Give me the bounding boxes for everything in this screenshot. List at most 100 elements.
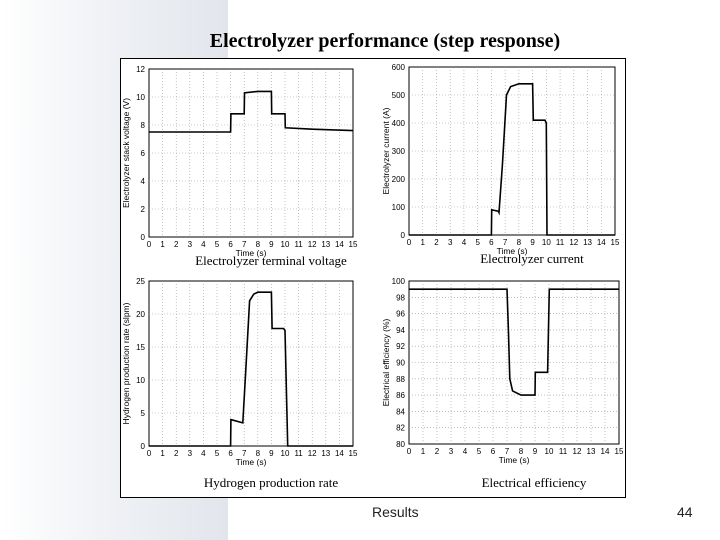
x-tick-label: 8 xyxy=(519,447,524,456)
x-tick-label: 3 xyxy=(188,240,193,249)
x-tick-label: 13 xyxy=(321,240,330,249)
series-line xyxy=(149,291,353,447)
x-tick-label: 6 xyxy=(228,240,233,249)
y-tick-label: 0 xyxy=(401,231,406,240)
x-tick-label: 11 xyxy=(556,238,565,247)
x-tick-label: 7 xyxy=(505,447,510,456)
y-tick-label: 20 xyxy=(136,310,145,319)
x-tick-label: 1 xyxy=(160,449,165,458)
slide-footer: Results xyxy=(372,504,419,520)
series-line xyxy=(149,90,354,133)
y-axis-label: Electrical efficiency (%) xyxy=(381,318,391,406)
y-tick-label: 100 xyxy=(392,203,406,212)
y-tick-label: 88 xyxy=(396,375,405,384)
x-tick-label: 14 xyxy=(335,240,344,249)
chart-2: 0 1 2 3 4 5 6 7 8 9 10 11 12 13 14 15010020030040050060… xyxy=(381,63,620,266)
series-line xyxy=(409,82,615,236)
x-tick-label: 6 xyxy=(228,449,233,458)
x-axis-label: Time (s) xyxy=(236,248,267,258)
y-tick-label: 12 xyxy=(136,65,145,74)
y-tick-label: 600 xyxy=(392,63,406,72)
x-tick-label: 12 xyxy=(308,449,317,458)
y-tick-label: 0 xyxy=(141,442,146,451)
x-tick-label: 11 xyxy=(559,447,568,456)
x-tick-label: 5 xyxy=(477,447,482,456)
y-tick-label: 92 xyxy=(396,342,405,351)
x-tick-label: 10 xyxy=(542,238,551,247)
x-tick-label: 7 xyxy=(503,238,508,247)
chart-caption: Electrolyzer terminal voltage xyxy=(195,253,347,268)
chart-caption: Electrolyzer current xyxy=(480,251,584,266)
y-tick-label: 94 xyxy=(396,326,405,335)
x-tick-label: 14 xyxy=(335,449,344,458)
y-axis-label: Hydrogen production rate (slpm) xyxy=(121,302,131,424)
x-tick-label: 8 xyxy=(256,449,261,458)
x-tick-label: 4 xyxy=(201,240,206,249)
x-tick-label: 2 xyxy=(434,238,439,247)
x-tick-label: 15 xyxy=(349,449,358,458)
x-tick-label: 15 xyxy=(349,240,358,249)
y-axis-label: Electrolyzer stack voltage (V) xyxy=(121,98,131,208)
plot-area xyxy=(148,280,354,447)
y-tick-label: 500 xyxy=(392,91,406,100)
x-tick-label: 1 xyxy=(160,240,165,249)
x-tick-label: 13 xyxy=(321,449,330,458)
chart-4: 0 1 2 3 4 5 6 7 8 9 10 11 12 13 14 15808284868890929496… xyxy=(381,277,624,490)
y-axis-label: Electrolyzer current (A) xyxy=(381,107,391,194)
x-tick-label: 14 xyxy=(601,447,610,456)
y-tick-label: 2 xyxy=(141,205,146,214)
y-tick-label: 15 xyxy=(136,343,145,352)
y-tick-label: 8 xyxy=(141,121,146,130)
chart-caption: Hydrogen production rate xyxy=(204,475,339,490)
x-tick-label: 5 xyxy=(215,449,220,458)
x-tick-label: 3 xyxy=(448,238,453,247)
x-axis-label: Time (s) xyxy=(236,457,267,467)
y-tick-label: 200 xyxy=(392,175,406,184)
x-tick-label: 3 xyxy=(449,447,454,456)
y-tick-label: 300 xyxy=(392,147,406,156)
x-tick-label: 2 xyxy=(435,447,440,456)
x-tick-label: 1 xyxy=(421,447,426,456)
x-tick-label: 5 xyxy=(215,240,220,249)
x-tick-label: 0 xyxy=(147,240,152,249)
y-tick-label: 25 xyxy=(136,277,145,286)
x-tick-label: 4 xyxy=(201,449,206,458)
y-tick-label: 400 xyxy=(392,119,406,128)
x-tick-label: 6 xyxy=(491,447,496,456)
y-tick-label: 10 xyxy=(136,376,145,385)
x-tick-label: 10 xyxy=(281,449,290,458)
x-tick-label: 9 xyxy=(530,238,535,247)
x-tick-label: 0 xyxy=(147,449,152,458)
y-tick-label: 4 xyxy=(141,177,146,186)
x-tick-label: 13 xyxy=(583,238,592,247)
x-tick-label: 6 xyxy=(489,238,494,247)
series-line xyxy=(409,288,619,396)
x-tick-label: 7 xyxy=(242,449,247,458)
x-tick-label: 7 xyxy=(242,240,247,249)
chart-caption: Electrical efficiency xyxy=(482,475,587,490)
y-tick-label: 10 xyxy=(136,93,145,102)
x-tick-label: 5 xyxy=(475,238,480,247)
y-tick-label: 86 xyxy=(396,391,405,400)
page-number: 44 xyxy=(677,504,693,520)
x-tick-label: 8 xyxy=(256,240,261,249)
x-tick-label: 4 xyxy=(462,238,467,247)
x-tick-label: 9 xyxy=(533,447,538,456)
slide-title: Electrolyzer performance (step response) xyxy=(209,30,561,52)
x-tick-label: 0 xyxy=(407,238,412,247)
x-tick-label: 13 xyxy=(587,447,596,456)
x-tick-label: 0 xyxy=(407,447,412,456)
y-tick-label: 5 xyxy=(141,409,146,418)
x-tick-label: 4 xyxy=(463,447,468,456)
x-tick-label: 11 xyxy=(294,449,303,458)
x-tick-label: 12 xyxy=(308,240,317,249)
x-tick-label: 15 xyxy=(611,238,620,247)
x-tick-label: 12 xyxy=(573,447,582,456)
x-tick-label: 10 xyxy=(281,240,290,249)
y-tick-label: 84 xyxy=(396,407,405,416)
y-tick-label: 0 xyxy=(141,233,146,242)
x-tick-label: 2 xyxy=(174,449,179,458)
